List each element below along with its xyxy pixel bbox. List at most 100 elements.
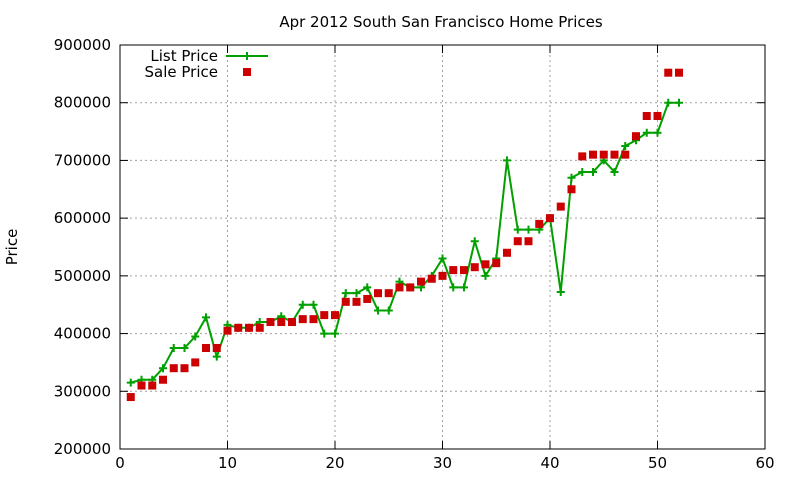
- sale-price-point: [202, 344, 210, 352]
- x-axis-ticks: 0 10 20 30 40 50 60: [115, 45, 775, 472]
- sale-price-point: [169, 364, 178, 373]
- list-price-point: [169, 344, 178, 352]
- list-price-point: [191, 332, 200, 341]
- list-price-point: [675, 98, 683, 107]
- y-tick-label: 400000: [54, 325, 111, 343]
- sale-price-point: [492, 259, 501, 268]
- list-price-point: [159, 364, 167, 373]
- list-price-point: [449, 283, 458, 292]
- sale-price-point: [589, 150, 597, 159]
- y-axis-label: Price: [3, 229, 21, 266]
- x-tick-label: 10: [218, 454, 237, 472]
- x-tick-label: 20: [325, 454, 344, 472]
- legend: List Price Sale Price: [145, 47, 268, 81]
- sale-price-point: [191, 358, 200, 367]
- y-tick-label: 600000: [54, 209, 111, 227]
- sale-price-point: [352, 297, 361, 306]
- list-price-point: [341, 289, 350, 298]
- sale-price-point: [481, 260, 490, 269]
- x-tick-label: 30: [433, 454, 452, 472]
- list-price-point: [610, 167, 619, 176]
- sale-price-point: [212, 344, 221, 352]
- sale-price-point: [524, 237, 533, 246]
- list-price-point: [621, 142, 630, 150]
- sale-price-point: [277, 318, 286, 327]
- sale-price-point: [309, 315, 318, 324]
- legend-swatch-sale-price: [243, 68, 251, 76]
- sale-price-point: [148, 381, 157, 390]
- sale-price-point: [642, 111, 651, 120]
- sale-price-point: [556, 202, 565, 211]
- list-price-point: [202, 313, 210, 322]
- grid-lines: [120, 45, 765, 449]
- sale-price-point: [234, 323, 243, 332]
- x-tick-label: 0: [115, 454, 125, 472]
- list-price-point: [298, 300, 307, 309]
- y-tick-label: 700000: [54, 151, 111, 169]
- sale-price-point: [503, 248, 511, 257]
- sale-price-point: [546, 214, 554, 223]
- sale-price-point: [664, 68, 673, 77]
- sale-price-point: [223, 326, 232, 335]
- sale-price-point: [298, 315, 307, 324]
- list-price-point: [589, 167, 597, 176]
- list-price-point: [363, 283, 372, 292]
- sale-price-point: [341, 297, 350, 306]
- list-price-point: [212, 352, 221, 361]
- list-price-point: [556, 288, 565, 297]
- list-price-point: [438, 254, 447, 263]
- list-price-point: [578, 167, 587, 176]
- y-tick-label: 900000: [54, 36, 111, 54]
- list-price-point: [320, 329, 329, 338]
- list-price-point: [331, 329, 339, 338]
- list-price-point: [664, 98, 673, 107]
- sale-price-point: [599, 150, 608, 159]
- sale-price-point: [449, 266, 458, 275]
- list-price-point: [470, 237, 479, 246]
- sale-price-point: [427, 274, 436, 283]
- y-tick-label: 500000: [54, 267, 111, 285]
- chart-title: Apr 2012 South San Francisco Home Prices: [279, 13, 602, 31]
- sale-price-point: [610, 150, 619, 159]
- sale-price-point: [363, 294, 372, 303]
- y-tick-label: 800000: [54, 94, 111, 112]
- sale-price-point: [535, 219, 544, 228]
- sale-price-point: [374, 289, 382, 298]
- sale-price-point: [126, 393, 135, 402]
- sale-price-point: [417, 277, 425, 286]
- series-sale-price: [126, 68, 683, 402]
- sale-price-point: [395, 283, 404, 292]
- sale-price-point: [406, 283, 415, 292]
- list-price-point: [513, 225, 522, 234]
- legend-label-sale-price: Sale Price: [145, 63, 218, 81]
- list-price-point: [503, 156, 511, 165]
- list-price-point: [460, 283, 468, 292]
- sale-price-point: [438, 271, 447, 280]
- y-axis-ticks: 200000 300000 400000 500000 600000 700000 8000…: [54, 36, 765, 458]
- sale-price-point: [653, 111, 662, 120]
- sale-price-point: [266, 318, 275, 327]
- sale-price-point: [320, 311, 329, 320]
- list-price-point: [384, 306, 393, 315]
- x-tick-label: 60: [755, 454, 774, 472]
- list-price-point: [126, 378, 135, 387]
- x-tick-label: 50: [648, 454, 667, 472]
- list-price-point: [653, 128, 662, 137]
- sale-price-point: [621, 150, 630, 159]
- list-price-line: [130, 101, 679, 384]
- sale-price-point: [255, 323, 264, 332]
- sale-price-point: [159, 375, 167, 384]
- sale-price-point: [288, 318, 296, 327]
- series-list-price: [126, 98, 683, 387]
- sale-price-point: [460, 266, 468, 275]
- list-price-point: [642, 128, 651, 137]
- list-price-point: [309, 300, 318, 309]
- list-price-point: [481, 271, 490, 280]
- sale-price-point: [245, 323, 253, 332]
- sale-price-point: [470, 263, 479, 272]
- sale-price-point: [675, 68, 683, 77]
- sale-price-point: [567, 185, 576, 194]
- sale-price-point: [578, 152, 587, 161]
- sale-price-point: [513, 237, 522, 246]
